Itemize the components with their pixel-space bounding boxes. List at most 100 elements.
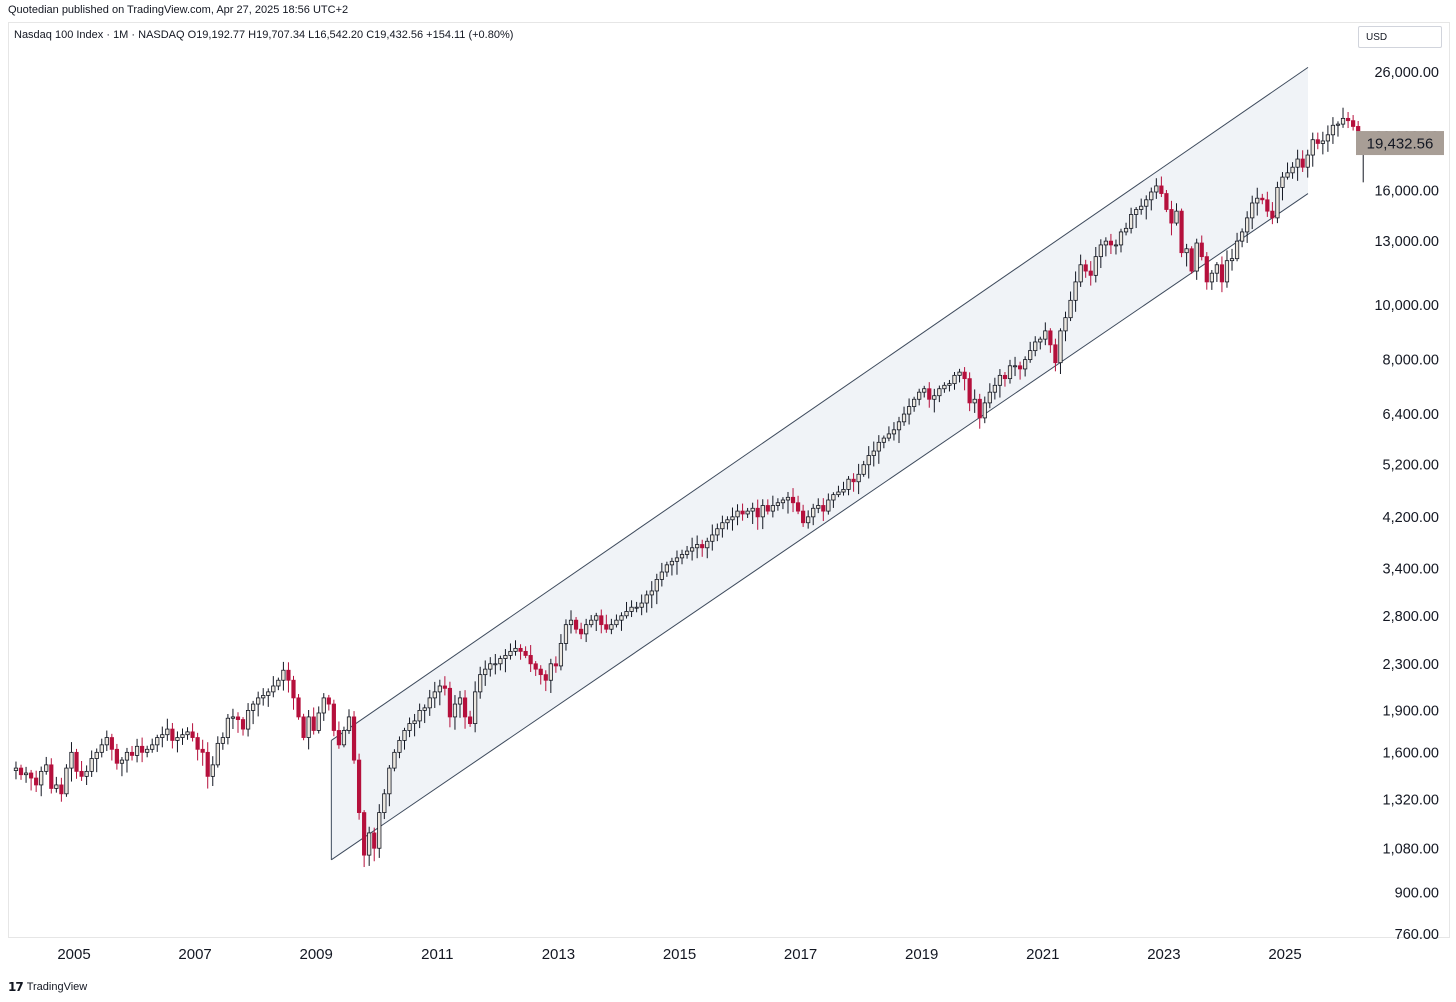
candle-body — [351, 716, 357, 761]
candle — [1073, 271, 1078, 312]
candle-body — [1154, 185, 1159, 193]
candle-body — [1194, 242, 1199, 272]
candle — [195, 732, 200, 761]
candle-body — [1280, 176, 1285, 188]
candle-body — [1088, 270, 1093, 276]
candle — [785, 491, 791, 514]
candle — [1255, 187, 1260, 216]
candle — [478, 666, 483, 699]
candle-body — [1179, 210, 1184, 254]
candle — [165, 718, 170, 741]
candle — [861, 460, 866, 477]
candle-body — [422, 707, 427, 711]
time-axis[interactable]: 2005 2007 2009 2011 2013 2015 2017 2019 2021 2023… — [57, 946, 1301, 963]
candle — [1265, 191, 1270, 217]
candle-body — [271, 685, 276, 693]
candle-body — [1209, 272, 1214, 283]
candle — [382, 789, 387, 820]
candle-body — [624, 611, 629, 617]
candle — [483, 660, 488, 686]
y-tick-label: 1,320.00 — [1383, 792, 1439, 808]
tradingview-logo-icon: 17 — [8, 980, 24, 994]
candle — [1038, 336, 1043, 350]
candle — [811, 503, 816, 526]
candle-body — [23, 772, 29, 776]
candle — [649, 581, 654, 609]
candle-body — [715, 528, 720, 536]
candle-body — [891, 429, 897, 435]
candle — [1053, 338, 1058, 372]
candle-body — [210, 764, 215, 777]
candle — [1023, 356, 1028, 377]
candle-body — [336, 730, 342, 746]
candle-body — [1214, 264, 1219, 274]
candle — [266, 688, 271, 707]
candle-body — [962, 371, 967, 380]
candle-body — [548, 663, 553, 681]
x-tick-label: 2021 — [1026, 946, 1059, 963]
candle-body — [1310, 139, 1315, 156]
candle-body — [18, 767, 24, 776]
candle-body — [876, 441, 881, 452]
candle — [442, 676, 447, 696]
candle — [664, 561, 669, 577]
candle — [256, 691, 261, 717]
candle — [1123, 222, 1129, 236]
candle — [589, 614, 594, 628]
candle-body — [467, 716, 473, 725]
y-tick-label: 8,000.00 — [1383, 353, 1439, 369]
last-price-tag: 19,432.56 — [1356, 131, 1444, 156]
candle-body — [785, 496, 791, 501]
candle — [1058, 328, 1063, 375]
candle — [467, 710, 473, 727]
candle-body — [1002, 374, 1008, 380]
candle — [937, 385, 942, 403]
price-axis[interactable]: 26,000.0020,000.0016,000.0013,000.0010,0… — [1374, 65, 1439, 943]
candle — [1144, 195, 1149, 220]
candle — [1290, 162, 1295, 179]
candle — [341, 726, 347, 748]
x-tick-label: 2011 — [421, 946, 453, 963]
candle — [1275, 181, 1280, 224]
symbol-legend: Nasdaq 100 Index · 1M · NASDAQ O19,192.7… — [14, 29, 514, 41]
candle — [1078, 254, 1083, 287]
candle-body — [493, 663, 498, 666]
y-tick-label: 13,000.00 — [1374, 234, 1439, 250]
candle — [402, 727, 407, 750]
candle-body — [896, 421, 902, 431]
candle-body — [1073, 281, 1078, 301]
candle-body — [987, 391, 992, 404]
candle — [891, 422, 897, 441]
candle — [962, 367, 967, 391]
candle-body — [170, 728, 175, 741]
candle-body — [972, 398, 977, 404]
candle — [669, 557, 675, 576]
candle — [856, 463, 861, 495]
candle-body — [1184, 248, 1189, 254]
candle — [1028, 341, 1033, 363]
candle — [1245, 211, 1250, 243]
candle — [841, 481, 846, 496]
candle — [896, 416, 902, 444]
candle — [1305, 149, 1310, 178]
candle — [225, 713, 230, 745]
candle-body — [29, 772, 34, 779]
candle-body — [1078, 264, 1083, 283]
currency-selector[interactable]: USD — [1358, 26, 1442, 48]
candle — [982, 396, 987, 424]
candle — [528, 645, 533, 673]
candle-body — [795, 502, 801, 512]
candle-body — [417, 710, 422, 722]
candle-body — [1023, 359, 1028, 370]
candle-body — [276, 679, 281, 687]
candle-body — [316, 712, 321, 731]
candle-body — [1068, 299, 1073, 319]
candle — [1194, 238, 1199, 280]
candle-body — [1174, 210, 1179, 224]
candle-body — [1335, 123, 1341, 126]
candle — [1214, 262, 1219, 282]
candle — [619, 612, 624, 631]
candle — [1219, 256, 1225, 293]
candle — [831, 492, 836, 508]
